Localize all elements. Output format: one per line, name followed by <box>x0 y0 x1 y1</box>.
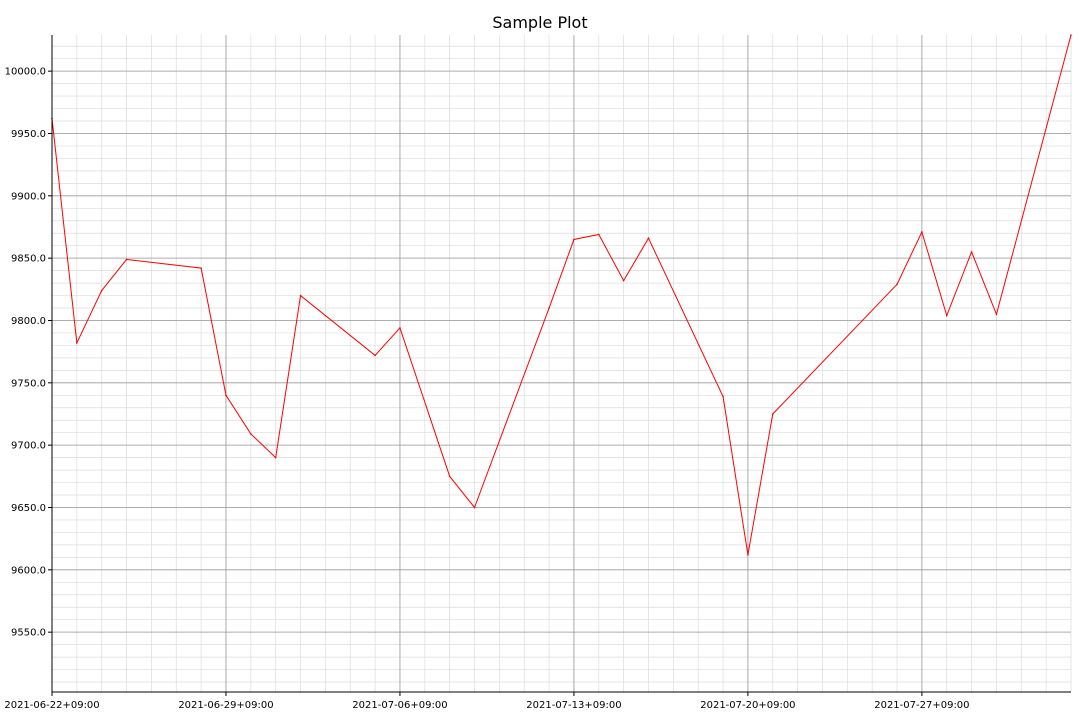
data-point <box>945 314 948 317</box>
y-tick-label: 9850.0 <box>11 254 46 265</box>
minor-gridlines <box>51 35 1072 692</box>
chart-title: Sample Plot <box>492 13 587 32</box>
y-tick-label: 9950.0 <box>11 129 46 140</box>
y-tick-label: 10000.0 <box>5 67 46 78</box>
data-point <box>597 233 600 236</box>
data-point <box>274 456 277 459</box>
data-point <box>771 413 774 415</box>
data-point <box>225 394 227 397</box>
y-tick-label: 9700.0 <box>11 441 46 452</box>
data-point <box>622 279 625 282</box>
data-point <box>473 506 476 509</box>
series-layer <box>51 34 1072 556</box>
data-point <box>896 283 898 286</box>
x-tick-label: 2021-06-22+09:00 <box>4 700 99 711</box>
data-point <box>722 395 724 398</box>
y-tick-label: 9800.0 <box>11 316 46 327</box>
x-tick-label: 2021-06-29+09:00 <box>178 700 273 711</box>
y-tick-label: 9900.0 <box>11 191 46 202</box>
x-tick-label: 2021-07-06+09:00 <box>352 700 447 711</box>
data-point <box>573 238 575 241</box>
data-point <box>448 475 451 478</box>
data-point <box>250 433 252 435</box>
data-point <box>125 258 128 261</box>
series-line <box>51 34 1072 555</box>
data-point <box>548 307 550 309</box>
y-axis-ticks: 9550.0 9600.0 9650.0 9700.0 9750.0 9800.0 9850… <box>5 67 52 639</box>
x-tick-label: 2021-07-27+09:00 <box>874 700 969 711</box>
data-point <box>374 354 376 357</box>
data-point <box>1070 34 1072 36</box>
major-gridlines <box>51 35 1071 692</box>
y-tick-label: 9750.0 <box>11 378 46 389</box>
data-point <box>200 267 202 269</box>
data-point <box>747 554 749 556</box>
data-point <box>995 313 998 316</box>
y-tick-label: 9600.0 <box>11 565 46 576</box>
x-axis-ticks: 2021-06-22+09:00 2021-06-29+09:00 2021-07-… <box>4 692 970 711</box>
data-point <box>100 289 103 292</box>
data-point <box>921 231 923 233</box>
data-point <box>299 294 302 297</box>
data-point <box>970 251 973 253</box>
data-point <box>399 327 401 329</box>
x-tick-label: 2021-07-20+09:00 <box>700 700 795 711</box>
axes <box>51 35 1071 693</box>
data-point <box>647 237 650 240</box>
y-tick-label: 9550.0 <box>11 628 46 639</box>
x-tick-label: 2021-07-13+09:00 <box>526 700 621 711</box>
y-tick-label: 9650.0 <box>11 503 46 514</box>
data-point <box>76 342 78 344</box>
